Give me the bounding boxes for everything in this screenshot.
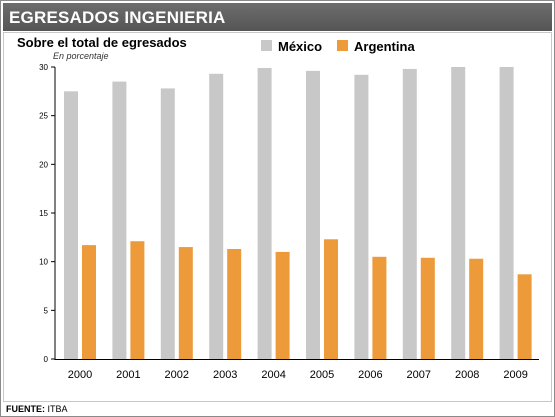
legend-label-1: Argentina [354,39,415,54]
y-tick-label: 30 [39,63,48,72]
bar-argentina [517,274,532,359]
x-tick-label: 2007 [407,369,431,381]
bar-argentina [372,256,387,359]
x-tick-label: 2003 [213,369,237,381]
x-tick-label: 2001 [116,369,140,381]
bar-argentina [130,241,145,359]
bar-mexico [451,67,466,359]
chart-subtitle: Sobre el total de egresados [17,35,187,50]
bar-mexico [112,81,127,359]
chart-title: EGRESADOS INGENIERIA [9,8,226,27]
bar-mexico [257,67,272,360]
bar-argentina [420,257,435,359]
bar-argentina [324,239,338,359]
source-value: ITBA [47,404,68,414]
bar-argentina [227,249,242,359]
y-tick-label: 0 [44,355,49,364]
unit-note: En porcentaje [53,51,109,61]
y-tick-label: 25 [39,112,48,121]
legend-label-0: México [278,39,322,54]
x-tick-label: 2004 [261,369,285,381]
bar-mexico [209,73,224,360]
source-note: FUENTE: ITBA [6,404,68,414]
legend-swatch-1 [337,40,348,51]
x-tick-label: 2008 [455,369,479,381]
bar-mexico [64,91,78,359]
bar-mexico [306,70,320,359]
x-tick-label: 2009 [503,369,527,381]
x-tick-label: 2006 [358,369,382,381]
bar-mexico [402,68,417,360]
bar-argentina [178,247,193,359]
bar-mexico [160,88,175,359]
bar-argentina [469,258,484,359]
source-label: FUENTE: [6,404,45,414]
bar-mexico [354,74,369,359]
x-tick-label: 2000 [68,369,92,381]
bar-argentina [275,251,290,359]
legend-swatch-0 [261,40,272,51]
bar-mexico [499,67,514,359]
y-tick-label: 5 [44,306,49,315]
x-tick-label: 2005 [310,369,334,381]
title-bar: EGRESADOS INGENIERIA [3,3,552,31]
bar-argentina [82,245,96,359]
y-tick-label: 10 [39,258,48,267]
y-tick-label: 15 [39,209,48,218]
x-tick-label: 2002 [165,369,189,381]
y-tick-label: 20 [39,160,48,169]
